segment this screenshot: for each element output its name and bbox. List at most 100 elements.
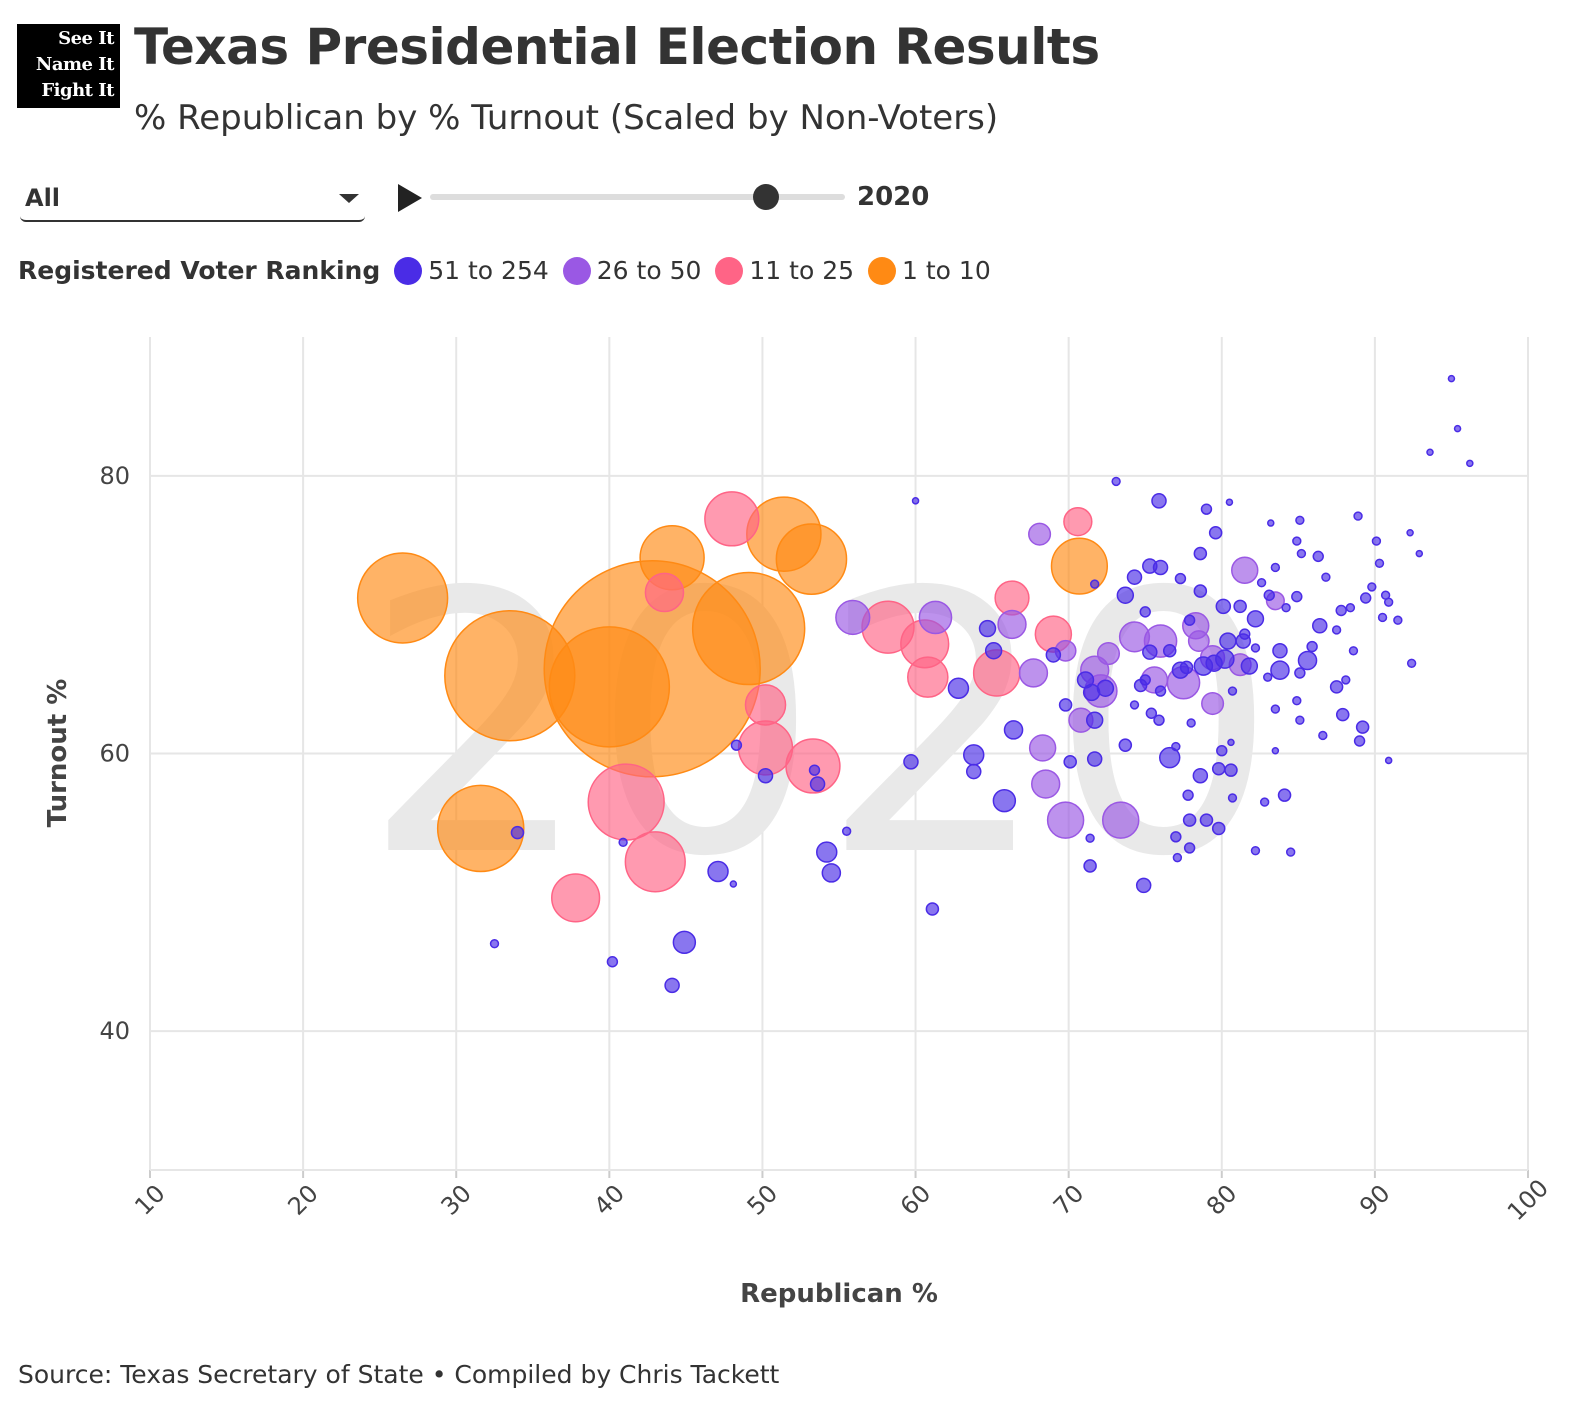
county-bubble[interactable] — [1162, 643, 1177, 658]
county-bubble[interactable] — [1270, 704, 1281, 714]
county-bubble[interactable] — [1208, 525, 1223, 540]
county-bubble[interactable] — [1182, 813, 1197, 827]
county-bubble[interactable] — [707, 860, 729, 883]
county-bubble[interactable] — [1318, 730, 1328, 741]
county-bubble[interactable] — [984, 642, 1003, 660]
county-bubble[interactable] — [962, 744, 985, 766]
county-bubble[interactable] — [1292, 536, 1302, 546]
county-bubble[interactable] — [1183, 614, 1196, 626]
county-bubble[interactable] — [1139, 606, 1151, 618]
county-bubble[interactable] — [1348, 646, 1359, 656]
county-bubble[interactable] — [1231, 556, 1259, 584]
county-bubble[interactable] — [775, 523, 848, 595]
county-bubble[interactable] — [903, 754, 919, 770]
county-bubble[interactable] — [841, 826, 852, 836]
county-bubble[interactable] — [672, 930, 697, 955]
county-bubble[interactable] — [992, 788, 1017, 813]
county-bubble[interactable] — [730, 739, 743, 751]
legend-item[interactable]: 51 to 254 — [394, 256, 549, 285]
county-bubble[interactable] — [1426, 448, 1434, 456]
county-bubble[interactable] — [925, 902, 940, 916]
county-bubble[interactable] — [965, 763, 982, 780]
play-icon[interactable] — [398, 184, 422, 212]
county-bubble[interactable] — [1003, 720, 1024, 740]
county-bubble[interactable] — [1179, 660, 1194, 675]
county-bubble[interactable] — [1183, 842, 1196, 854]
county-bubble[interactable] — [1345, 603, 1356, 613]
county-bubble[interactable] — [1216, 745, 1228, 757]
county-bubble[interactable] — [1111, 476, 1121, 487]
county-bubble[interactable] — [1126, 569, 1143, 585]
county-bubble[interactable] — [1090, 579, 1100, 589]
year-slider-track[interactable] — [430, 194, 845, 200]
county-bubble[interactable] — [1271, 746, 1280, 755]
county-bubble[interactable] — [1270, 660, 1290, 680]
county-bubble[interactable] — [644, 572, 685, 613]
county-bubble[interactable] — [1341, 675, 1351, 685]
county-bubble[interactable] — [1384, 756, 1393, 765]
county-bubble[interactable] — [1335, 604, 1347, 617]
county-bubble[interactable] — [624, 831, 686, 893]
county-bubble[interactable] — [1101, 801, 1140, 839]
county-bubble[interactable] — [1211, 761, 1226, 776]
county-bubble[interactable] — [704, 491, 760, 547]
county-bubble[interactable] — [1256, 578, 1267, 588]
county-bubble[interactable] — [1321, 572, 1331, 582]
county-bubble[interactable] — [1083, 859, 1097, 873]
county-bubble[interactable] — [997, 609, 1027, 640]
county-bubble[interactable] — [1139, 674, 1151, 686]
county-bubble[interactable] — [918, 600, 953, 635]
county-bubble[interactable] — [1171, 741, 1181, 752]
county-bubble[interactable] — [1377, 612, 1388, 623]
county-bubble[interactable] — [1294, 667, 1306, 679]
county-bubble[interactable] — [1182, 789, 1194, 801]
county-bubble[interactable] — [691, 571, 806, 686]
county-bubble[interactable] — [1219, 632, 1237, 650]
county-bubble[interactable] — [1297, 650, 1318, 671]
county-bubble[interactable] — [1096, 679, 1115, 697]
county-bubble[interactable] — [1393, 615, 1403, 625]
county-bubble[interactable] — [1085, 711, 1104, 729]
county-bubble[interactable] — [1205, 654, 1223, 672]
county-bubble[interactable] — [1211, 821, 1226, 836]
county-bubble[interactable] — [809, 776, 826, 792]
county-bubble[interactable] — [606, 956, 619, 968]
legend-item[interactable]: 26 to 50 — [562, 256, 701, 285]
county-bubble[interactable] — [1225, 498, 1234, 506]
county-bubble[interactable] — [1227, 686, 1238, 696]
county-bubble[interactable] — [356, 552, 449, 644]
county-bubble[interactable] — [1267, 519, 1275, 527]
county-bubble[interactable] — [1415, 549, 1424, 558]
county-bubble[interactable] — [548, 626, 671, 748]
county-bubble[interactable] — [1151, 493, 1167, 509]
legend-item[interactable]: 11 to 25 — [715, 256, 854, 285]
county-bubble[interactable] — [1193, 546, 1208, 561]
county-bubble[interactable] — [1263, 672, 1273, 682]
county-bubble[interactable] — [1227, 738, 1235, 747]
county-bubble[interactable] — [1058, 698, 1073, 712]
county-bubble[interactable] — [1270, 562, 1281, 573]
county-bubble[interactable] — [1355, 720, 1370, 734]
county-bubble[interactable] — [1200, 503, 1213, 515]
county-bubble[interactable] — [1272, 642, 1288, 659]
county-bubble[interactable] — [1367, 582, 1377, 592]
county-bubble[interactable] — [1331, 625, 1342, 635]
county-bubble[interactable] — [1281, 603, 1291, 613]
county-bubble[interactable] — [1145, 707, 1158, 719]
county-bubble[interactable] — [1312, 550, 1324, 563]
county-bubble[interactable] — [1453, 424, 1462, 433]
county-bubble[interactable] — [1380, 590, 1391, 600]
county-bubble[interactable] — [1296, 548, 1307, 559]
county-bubble[interactable] — [1063, 506, 1093, 537]
county-bubble[interactable] — [1158, 746, 1181, 769]
county-bubble[interactable] — [1246, 610, 1265, 628]
county-bubble[interactable] — [821, 863, 842, 883]
county-bubble[interactable] — [551, 873, 601, 923]
county-bubble[interactable] — [911, 497, 920, 505]
county-bubble[interactable] — [1295, 715, 1305, 725]
county-bubble[interactable] — [1118, 738, 1133, 752]
county-bubble[interactable] — [729, 880, 738, 888]
county-bubble[interactable] — [1215, 598, 1232, 615]
county-bubble[interactable] — [1018, 658, 1049, 688]
county-bubble[interactable] — [1406, 528, 1414, 537]
